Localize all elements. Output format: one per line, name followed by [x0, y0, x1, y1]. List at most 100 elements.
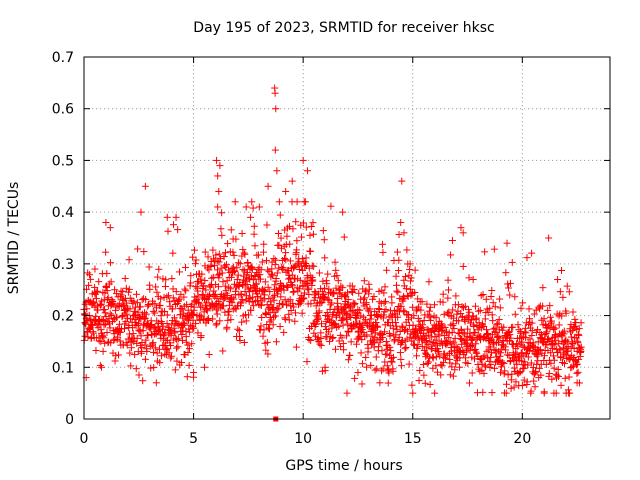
- data-point: [239, 246, 247, 254]
- data-point: [237, 291, 245, 299]
- data-point: [227, 226, 235, 234]
- data-point: [254, 292, 262, 300]
- data-point: [236, 336, 244, 344]
- data-point: [190, 303, 198, 311]
- data-point: [217, 225, 225, 233]
- data-point: [85, 325, 93, 333]
- data-point: [240, 249, 248, 257]
- data-point: [101, 309, 109, 317]
- data-point: [161, 307, 169, 315]
- data-point: [118, 313, 126, 321]
- data-point: [257, 294, 265, 302]
- data-point: [262, 310, 270, 318]
- data-point: [125, 285, 133, 293]
- data-point: [156, 359, 164, 367]
- data-point: [256, 271, 264, 279]
- data-point: [165, 326, 173, 334]
- data-point: [106, 324, 114, 332]
- data-point: [118, 295, 126, 303]
- data-point: [98, 316, 106, 324]
- data-point: [260, 326, 268, 334]
- data-point: [254, 251, 262, 259]
- data-point: [264, 266, 272, 274]
- data-point: [221, 282, 229, 290]
- data-point: [193, 295, 201, 303]
- data-point: [161, 282, 169, 290]
- data-point: [201, 248, 209, 256]
- data-point: [141, 314, 149, 322]
- data-point: [151, 309, 159, 317]
- data-point: [149, 348, 157, 356]
- data-point: [239, 281, 247, 289]
- data-point: [125, 256, 133, 264]
- data-point: [133, 299, 141, 307]
- data-point: [110, 336, 118, 344]
- data-point: [186, 328, 194, 336]
- data-point: [89, 321, 97, 329]
- data-point: [243, 281, 251, 289]
- data-point: [158, 352, 166, 360]
- data-point: [213, 294, 221, 302]
- data-point: [175, 295, 183, 303]
- data-point: [147, 364, 155, 372]
- data-point: [155, 345, 163, 353]
- data-point: [238, 295, 246, 303]
- data-point: [259, 248, 267, 256]
- data-point: [171, 329, 179, 337]
- data-point: [192, 283, 200, 291]
- data-point: [92, 295, 100, 303]
- data-point: [205, 351, 213, 359]
- data-point: [142, 296, 150, 304]
- data-point: [187, 272, 195, 280]
- data-point: [216, 317, 224, 325]
- y-tick-label: 0.4: [52, 205, 74, 221]
- data-point: [257, 275, 265, 283]
- data-point: [191, 297, 199, 305]
- data-point: [210, 287, 218, 295]
- data-point: [180, 309, 188, 317]
- data-point: [99, 347, 107, 355]
- data-point: [261, 278, 269, 286]
- data-point: [192, 320, 200, 328]
- data-point: [102, 248, 110, 256]
- data-point: [163, 320, 171, 328]
- data-point: [100, 334, 108, 342]
- data-point: [263, 338, 271, 346]
- data-point: [248, 198, 256, 206]
- data-point: [132, 290, 140, 298]
- data-point: [228, 273, 236, 281]
- data-point: [90, 299, 98, 307]
- data-point: [145, 263, 153, 271]
- data-point: [92, 312, 100, 320]
- data-point: [192, 256, 200, 264]
- data-point: [127, 344, 135, 352]
- data-point: [178, 331, 186, 339]
- data-point: [232, 235, 240, 243]
- data-point: [257, 301, 265, 309]
- data-point: [215, 250, 223, 258]
- data-point: [85, 281, 93, 289]
- data-point: [189, 253, 197, 261]
- data-point: [204, 253, 212, 261]
- data-point: [230, 263, 238, 271]
- data-point: [251, 242, 259, 250]
- x-tick-label: 0: [80, 431, 89, 447]
- data-point: [89, 329, 97, 337]
- data-point: [149, 307, 157, 315]
- data-point: [203, 307, 211, 315]
- data-point: [163, 311, 171, 319]
- data-point: [262, 346, 270, 354]
- data-point: [97, 301, 105, 309]
- data-point: [202, 286, 210, 294]
- data-point: [140, 248, 148, 256]
- data-point: [219, 278, 227, 286]
- data-point: [181, 263, 189, 271]
- data-point: [201, 277, 209, 285]
- data-point: [215, 258, 223, 266]
- data-point: [86, 271, 94, 279]
- data-point: [130, 297, 138, 305]
- data-point: [111, 286, 119, 294]
- data-point: [153, 349, 161, 357]
- data-point: [184, 341, 192, 349]
- data-point: [92, 346, 100, 354]
